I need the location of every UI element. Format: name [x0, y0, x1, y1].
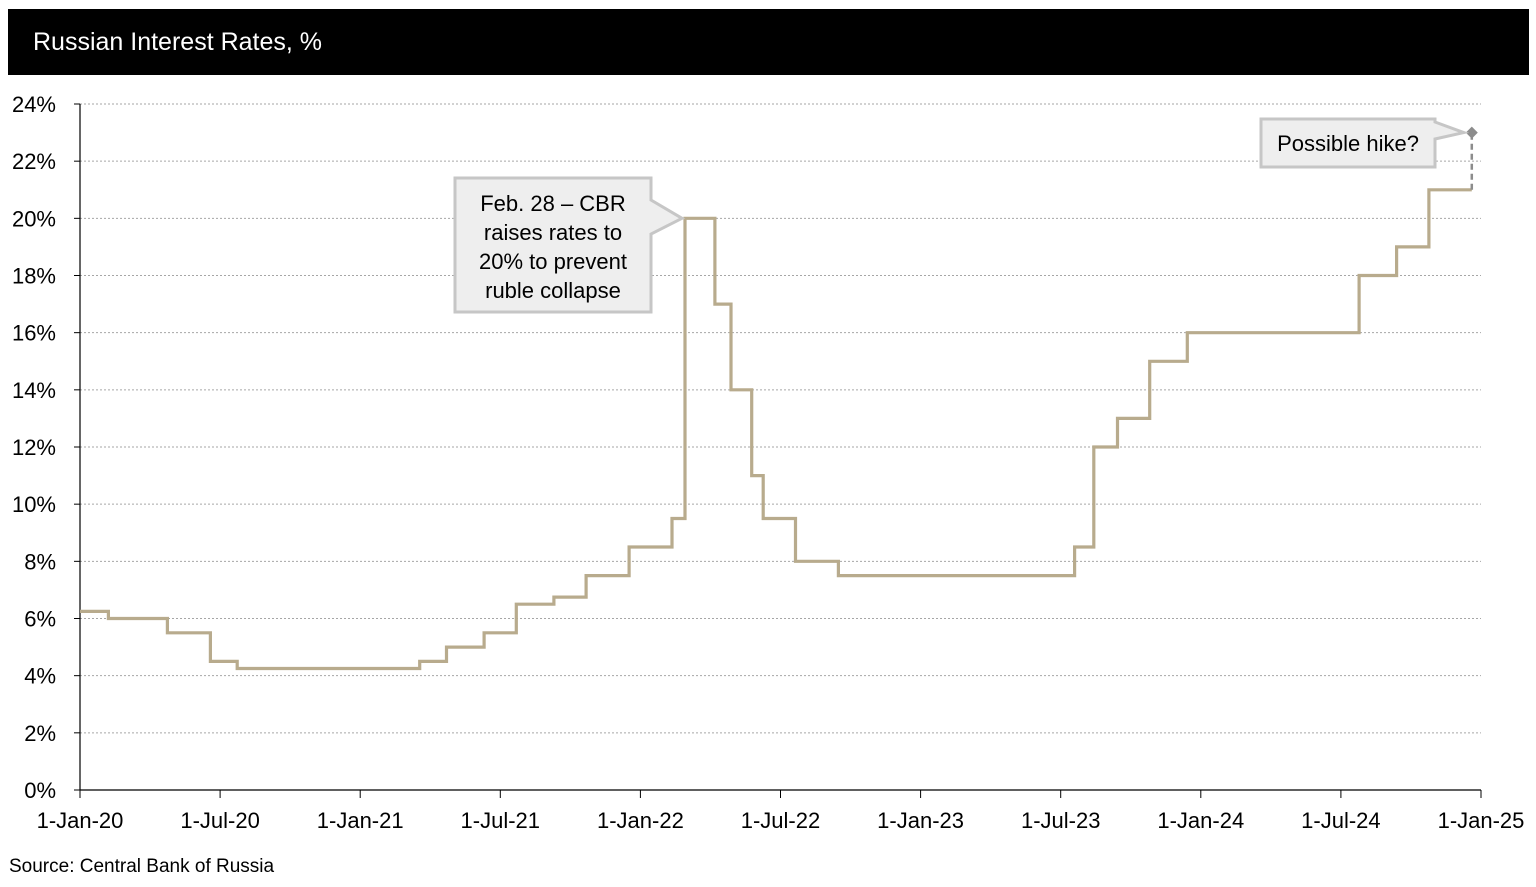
y-tick-label: 0%	[24, 778, 56, 803]
y-tick-label: 24%	[12, 92, 56, 117]
y-tick-label: 18%	[12, 264, 56, 289]
x-tick-label: 1-Jan-24	[1157, 808, 1244, 833]
x-tick-label: 1-Jan-23	[877, 808, 964, 833]
y-tick-label: 14%	[12, 378, 56, 403]
x-tick-label: 1-Jan-25	[1438, 808, 1525, 833]
chart-title: Russian Interest Rates, %	[33, 28, 323, 56]
callout-cbr-hike	[453, 176, 686, 314]
y-tick-label: 8%	[24, 549, 56, 574]
rate-step-line	[80, 188, 1472, 671]
y-tick-label: 4%	[24, 664, 56, 689]
grid-lines	[80, 103, 1481, 734]
x-tick-label: 1-Jul-20	[180, 808, 259, 833]
x-tick-labels: 1-Jan-20 1-Jul-20 1-Jan-21 1-Jul-21 1-Jan-22…	[37, 808, 1525, 833]
axes	[74, 103, 1482, 798]
annotations: Feb. 28 – CBR raises rates to 20% to preve…	[453, 117, 1470, 314]
x-tick-label: 1-Jul-22	[741, 808, 820, 833]
y-tick-label: 16%	[12, 321, 56, 346]
y-tick-label: 6%	[24, 607, 56, 632]
title-bar: Russian Interest Rates, %	[8, 9, 1529, 75]
y-tick-label: 22%	[12, 149, 56, 174]
callout-line: Possible hike?	[1277, 131, 1419, 156]
series-group	[80, 126, 1478, 671]
x-tick-label: 1-Jan-20	[37, 808, 124, 833]
source-note: Source: Central Bank of Russia	[9, 856, 275, 877]
callout-line: Feb. 28 – CBR	[480, 191, 626, 216]
y-tick-label: 20%	[12, 206, 56, 231]
callout-line: raises rates to	[484, 220, 622, 245]
y-tick-label: 12%	[12, 435, 56, 460]
y-tick-labels: 0% 2% 4% 6% 8% 10% 12% 14% 16% 18% 20% 22% 24%	[12, 92, 56, 803]
x-tick-label: 1-Jan-21	[317, 808, 404, 833]
callout-possible-hike	[1259, 117, 1470, 169]
x-tick-label: 1-Jul-23	[1021, 808, 1100, 833]
x-tick-label: 1-Jan-22	[597, 808, 684, 833]
callout-line: ruble collapse	[485, 278, 621, 303]
callout-line: 20% to prevent	[479, 249, 627, 274]
x-tick-label: 1-Jul-21	[461, 808, 540, 833]
y-tick-label: 2%	[24, 721, 56, 746]
y-tick-label: 10%	[12, 492, 56, 517]
x-tick-label: 1-Jul-24	[1301, 808, 1380, 833]
forecast-point	[1465, 126, 1478, 139]
